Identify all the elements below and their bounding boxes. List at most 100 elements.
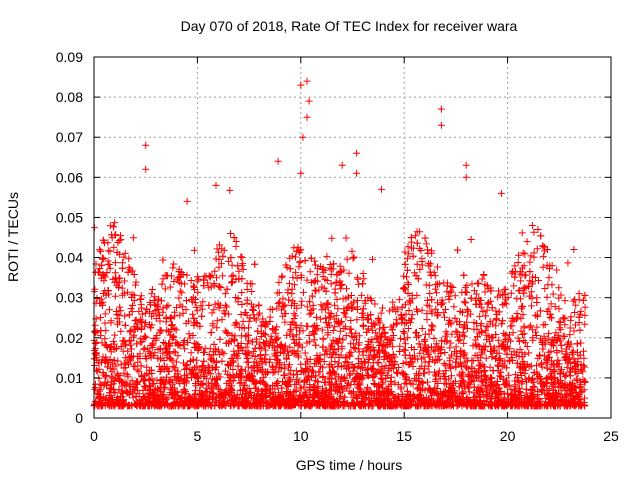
data-point (96, 380, 104, 388)
data-point (161, 285, 169, 293)
data-point (215, 283, 223, 291)
data-point (521, 284, 529, 292)
data-point (125, 263, 133, 271)
data-point (204, 279, 212, 287)
data-point (276, 397, 284, 405)
data-point (573, 340, 581, 348)
data-point (158, 280, 166, 288)
data-point (253, 335, 261, 343)
data-point (448, 351, 456, 359)
data-point (417, 387, 425, 394)
data-point (548, 281, 556, 289)
data-point (386, 307, 394, 315)
data-point (443, 288, 451, 296)
data-point (186, 334, 194, 342)
data-point (432, 340, 440, 348)
data-point (581, 320, 589, 328)
data-point (359, 270, 367, 277)
data-point (97, 247, 105, 255)
data-point (476, 343, 484, 351)
data-point (515, 364, 523, 372)
data-point (291, 281, 298, 289)
data-point (374, 338, 382, 346)
data-point (349, 304, 357, 312)
data-point (121, 338, 129, 346)
data-point (295, 247, 303, 255)
data-point (129, 234, 137, 242)
data-point (430, 335, 438, 342)
data-point (162, 318, 170, 326)
data-point (256, 309, 264, 317)
data-point (215, 370, 223, 378)
data-point (170, 260, 178, 268)
data-point (351, 344, 359, 352)
data-point (183, 271, 191, 279)
data-point (451, 292, 459, 300)
data-point (219, 272, 227, 280)
data-point (545, 330, 553, 338)
data-point (465, 384, 473, 392)
data-point (219, 252, 227, 260)
data-point (238, 301, 246, 308)
data-point (311, 261, 319, 269)
data-point (401, 379, 409, 387)
data-point (484, 383, 492, 391)
data-point (127, 327, 135, 335)
data-point (275, 278, 283, 286)
data-point (274, 300, 282, 307)
data-point (479, 378, 487, 386)
data-point (364, 383, 372, 391)
data-point (549, 290, 557, 298)
data-point (369, 255, 376, 263)
data-point (111, 292, 119, 300)
data-point (151, 293, 159, 301)
data-point (555, 305, 563, 313)
data-point (244, 358, 252, 366)
data-point (355, 339, 363, 347)
data-point (91, 339, 99, 347)
data-point (452, 358, 460, 366)
data-point (342, 313, 350, 321)
data-point (561, 297, 569, 305)
data-point (527, 322, 535, 330)
data-point (514, 259, 522, 266)
data-point (572, 321, 579, 329)
data-point (208, 402, 216, 409)
data-point (507, 289, 515, 297)
data-point (336, 277, 344, 285)
data-point (106, 222, 114, 230)
data-point (541, 321, 549, 328)
data-point (251, 353, 259, 360)
data-point (208, 309, 216, 317)
data-point (340, 325, 348, 332)
data-point (543, 293, 551, 301)
data-point (293, 370, 301, 378)
data-point (290, 244, 298, 252)
data-point (556, 319, 564, 326)
data-point (115, 237, 123, 245)
data-point (488, 353, 496, 361)
data-point (481, 288, 489, 296)
data-point (575, 290, 583, 298)
data-point (334, 305, 342, 313)
data-point (228, 261, 236, 269)
data-point (110, 223, 118, 231)
data-point (523, 343, 531, 350)
data-point (190, 246, 198, 254)
data-point (296, 257, 304, 265)
data-point (508, 269, 516, 277)
data-point (315, 286, 323, 294)
data-point (311, 277, 319, 285)
data-point (230, 347, 238, 355)
data-point (513, 310, 521, 317)
data-point (475, 300, 483, 308)
data-point (534, 226, 542, 233)
data-point (482, 354, 490, 362)
data-point (216, 335, 224, 343)
data-point (134, 378, 141, 386)
data-point (414, 355, 422, 363)
data-point (435, 280, 443, 288)
data-point (551, 303, 559, 311)
data-point (354, 275, 362, 283)
data-point (450, 303, 458, 311)
